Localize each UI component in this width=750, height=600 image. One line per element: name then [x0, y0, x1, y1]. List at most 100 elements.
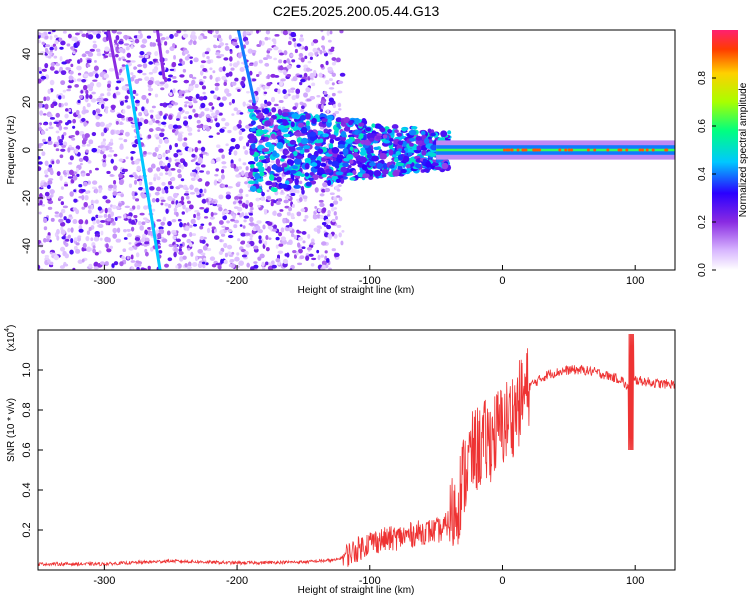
spectrogram-cell [258, 235, 262, 240]
spectrogram-cell [38, 143, 44, 146]
spectrogram-cell [342, 148, 349, 155]
spectrogram-cell [106, 248, 112, 253]
spectrogram-cell [260, 196, 265, 201]
spectrogram-cell [92, 180, 98, 185]
spectrogram-cell [64, 102, 69, 107]
spectrogram-cell [161, 181, 166, 186]
spectrogram-cell [124, 99, 128, 103]
spectrogram-cell [176, 203, 182, 208]
spectrogram-cell [273, 57, 278, 61]
spectrogram-cell [240, 232, 246, 237]
spectrogram-cell [132, 205, 136, 210]
spectrogram-cell [96, 108, 101, 114]
spectrogram-cell [221, 233, 226, 237]
spectrogram-cell [209, 108, 214, 113]
spectrogram-cell [59, 154, 64, 159]
spectrogram-cell [156, 219, 162, 222]
spectrogram-cell [258, 155, 265, 160]
spectrogram-cell [219, 239, 223, 243]
spectrogram-cell [115, 34, 120, 41]
spectrogram-cell [286, 211, 291, 216]
spectrogram-cell [408, 129, 417, 136]
spectrogram-cell [202, 151, 208, 155]
spectrogram-cell [282, 258, 289, 265]
spectrogram-cell [64, 242, 69, 247]
spectrogram-cell [331, 218, 336, 223]
y-tick-label: -20 [21, 190, 33, 206]
spectrogram-cell [189, 232, 193, 237]
spectrogram-cell [41, 203, 46, 207]
spectrogram-cell [134, 38, 140, 44]
spectrogram-cell [307, 233, 311, 239]
spectrogram-cell [187, 54, 191, 58]
spectrogram-cell [346, 172, 354, 176]
spectrogram-cell [138, 220, 142, 226]
spectrogram-cell [299, 74, 303, 78]
spectrogram-cell [224, 184, 229, 188]
spectrogram-cell [149, 246, 154, 252]
spectrogram-cell [255, 162, 264, 168]
spectrogram-cell [304, 45, 309, 51]
spectrogram-cell [177, 151, 183, 155]
spectrogram-cell [184, 111, 190, 115]
center-line-peak [570, 148, 574, 152]
center-line-peak [516, 148, 520, 152]
spectrogram-cell [258, 71, 262, 76]
spectrogram-cell [329, 203, 334, 207]
spectrogram-cell [184, 187, 189, 191]
spectrogram-cell [136, 205, 141, 210]
spectrogram-cell [249, 63, 254, 66]
spectrogram-cell [165, 36, 170, 40]
spectrogram-cell [415, 135, 422, 141]
spectrogram-cell [119, 129, 125, 134]
spectrogram-cell [125, 46, 130, 51]
spectrogram-cell [114, 216, 118, 222]
spectrogram-cell [301, 231, 307, 235]
spectrogram-cell [321, 103, 324, 110]
spectrogram-cell [58, 218, 64, 223]
spectrogram-cell [111, 263, 115, 268]
spectrogram-cell [46, 184, 51, 190]
spectrogram-cell [400, 169, 407, 174]
y-tick-label: 0.4 [21, 482, 33, 497]
spectrogram-cell [222, 215, 228, 221]
spectrogram-cell [39, 267, 44, 270]
spectrogram-cell [271, 182, 277, 188]
spectrogram-cell [223, 259, 228, 265]
spectrogram-cell [88, 86, 93, 92]
spectrogram-cell [223, 79, 228, 83]
spectrogram-cell [100, 97, 105, 103]
spectrogram-cell [327, 160, 333, 165]
spectrogram-cell [121, 64, 126, 67]
spectrogram-cell [104, 261, 109, 266]
spectrogram-cell [289, 169, 297, 174]
spectrogram-cell [182, 160, 186, 166]
spectrogram-cell [195, 93, 200, 100]
spectrogram-cell [422, 158, 428, 163]
spectrogram-cell [56, 171, 61, 176]
spectrogram-cell [123, 138, 128, 143]
spectrogram-cell [46, 196, 51, 199]
spectrogram-cell [193, 213, 196, 219]
spectrogram-cell [108, 67, 115, 72]
spectrogram-cell [317, 167, 325, 173]
spectrogram-cell [164, 203, 169, 207]
spectrogram-cell [118, 203, 122, 207]
spectrogram-cell [415, 163, 422, 169]
spectrogram-cell [297, 262, 303, 266]
spectrogram-cell [309, 242, 316, 246]
spectrogram-cell [247, 133, 255, 140]
spectrogram-cell [64, 183, 68, 187]
spectrogram-cell [338, 232, 342, 238]
spectrogram-cell [179, 184, 184, 188]
spectrogram-cell [295, 146, 304, 151]
spectrogram-cell [293, 184, 302, 189]
snr-panel: -300 -200 -100 0 100 0.20.40.60.81.0 Height … [4, 325, 676, 596]
spectrogram-cell [317, 254, 321, 261]
snr-y-scale-exp: 4 [4, 328, 11, 332]
spectrogram-cell [172, 124, 179, 129]
spectrogram-cell [290, 32, 296, 38]
spectrogram-cell [188, 114, 193, 120]
spectrogram-cell [284, 180, 290, 185]
spectrogram-cell [225, 194, 232, 200]
